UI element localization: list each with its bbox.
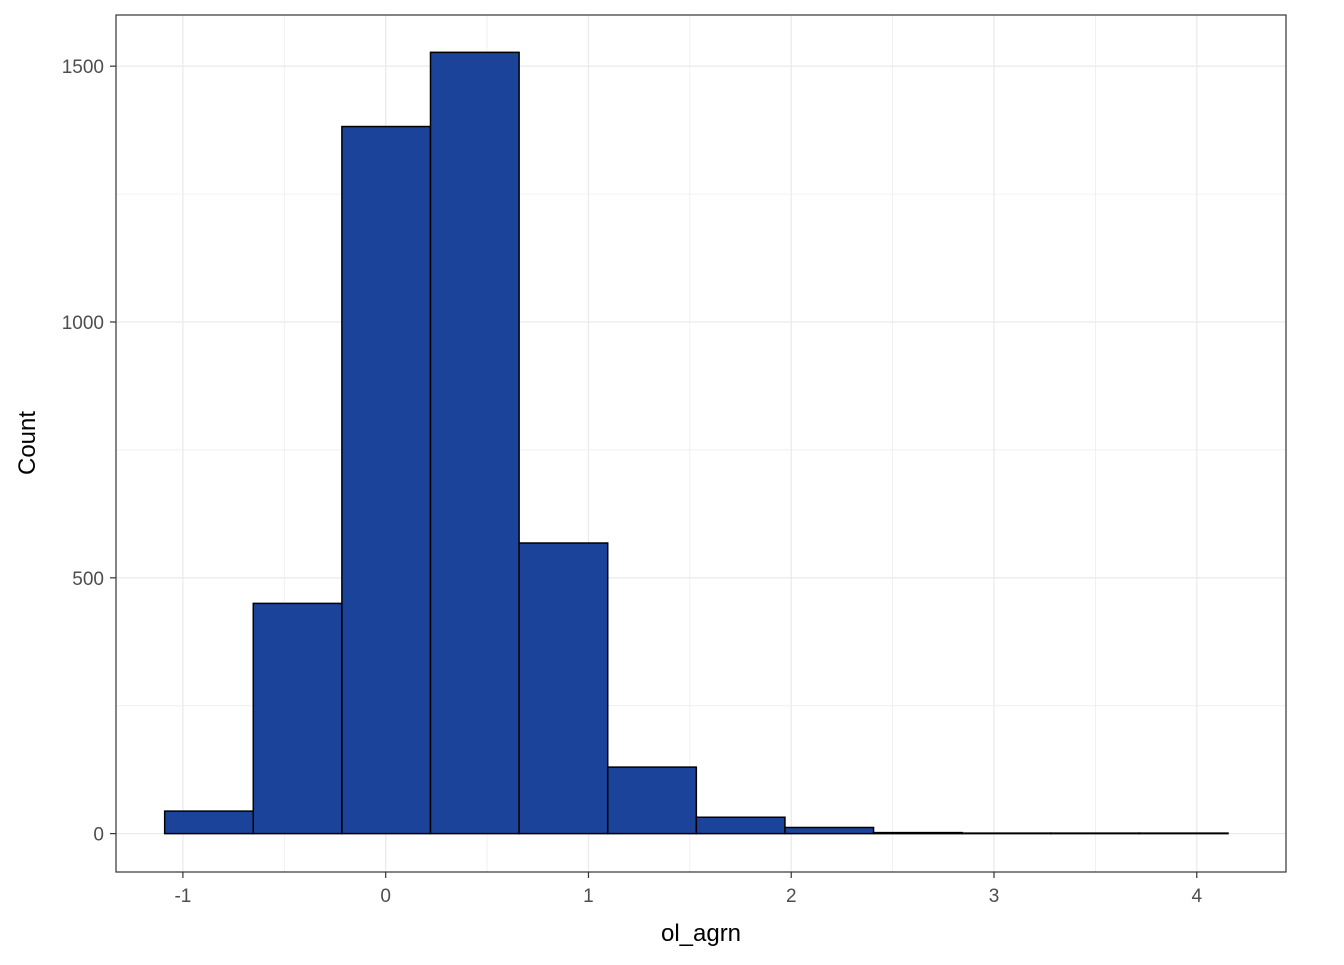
x-tick-label: 0	[380, 886, 391, 907]
histogram-bars	[163, 51, 1229, 835]
x-tick-label: 4	[1191, 886, 1202, 907]
y-tick-label: 1500	[62, 57, 104, 78]
histogram-bar	[252, 602, 343, 835]
x-tick-label: -1	[174, 886, 191, 907]
histogram-bar	[429, 51, 520, 835]
histogram-bar	[518, 542, 609, 835]
y-tick-label: 0	[93, 825, 104, 846]
y-axis: 0 500 1000 1500	[62, 57, 116, 846]
histogram-bar	[1138, 832, 1229, 835]
histogram-bar	[606, 766, 698, 835]
y-tick-label: 1000	[62, 313, 104, 334]
histogram-bar	[695, 816, 786, 835]
x-axis: -1 0 1 2 3 4	[174, 872, 1202, 907]
x-tick-label: 3	[989, 886, 1000, 907]
histogram-bar	[341, 125, 432, 835]
histogram-bar	[1050, 832, 1141, 835]
y-axis-title: Count	[14, 411, 41, 475]
x-axis-title: ol_agrn	[661, 920, 741, 947]
x-tick-label: 1	[583, 886, 594, 907]
x-tick-label: 2	[786, 886, 797, 907]
plot-panel-border	[115, 14, 1287, 873]
histogram-bar	[784, 826, 875, 835]
y-tick-label: 500	[72, 569, 104, 590]
histogram-bar	[961, 832, 1052, 835]
histogram-bar	[163, 810, 255, 835]
histogram-bar	[872, 831, 963, 835]
